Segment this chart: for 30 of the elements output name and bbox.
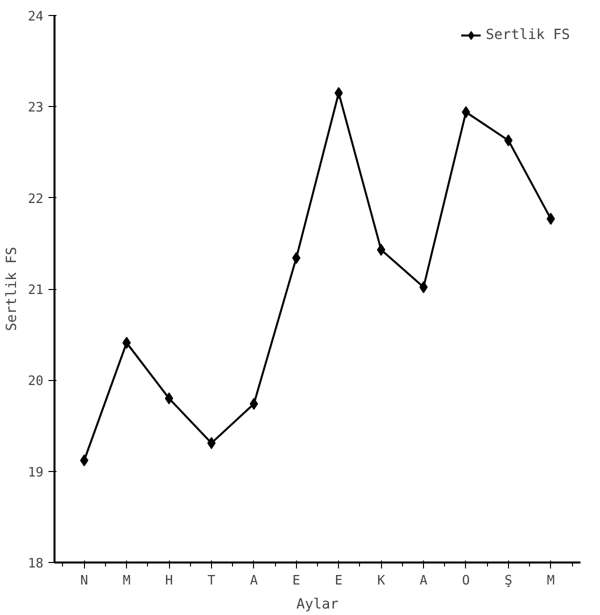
- y-tick-label: 20: [28, 374, 44, 390]
- y-tick-label: 22: [28, 192, 44, 207]
- y-tick-label: 21: [28, 283, 44, 298]
- x-tick-label: T: [208, 574, 216, 588]
- x-tick-label: H: [165, 574, 173, 588]
- y-tick-label: 18: [28, 556, 44, 572]
- x-tick-label: O: [462, 574, 470, 588]
- x-tick-label: N: [80, 574, 88, 588]
- x-tick-label: E: [334, 574, 343, 588]
- point: [376, 244, 386, 256]
- point: [250, 398, 258, 410]
- legend-label: Sertlik FS: [486, 27, 570, 43]
- x-tick-label: A: [420, 574, 428, 588]
- y-tick-label: 23: [28, 100, 44, 116]
- y-tick-label: 24: [28, 10, 44, 24]
- y-axis-title: Sertlik FS: [4, 246, 20, 332]
- x-tick-label: M: [122, 574, 131, 588]
- point: [207, 437, 216, 450]
- x-tick-label: K: [377, 574, 386, 588]
- point: [122, 336, 131, 349]
- point: [504, 134, 513, 146]
- point: [462, 106, 470, 118]
- y-tick-label: 19: [28, 465, 44, 480]
- point: [164, 392, 174, 404]
- x-tick-label: Ş: [504, 574, 512, 588]
- x-axis-title: Aylar: [296, 596, 339, 612]
- x-tick-label: A: [250, 574, 258, 588]
- point: [419, 281, 428, 294]
- x-tick-label: M: [546, 574, 555, 588]
- x-tick-label: E: [292, 574, 300, 588]
